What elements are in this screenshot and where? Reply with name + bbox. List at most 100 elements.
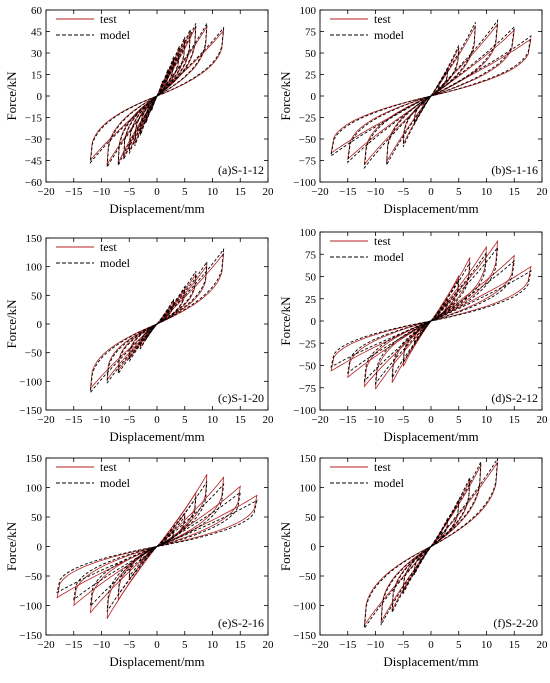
model-series-line <box>363 18 499 170</box>
x-axis-label: Displacement/mm <box>383 654 478 669</box>
x-tick-label: −5 <box>123 186 135 198</box>
x-axis-label: Displacement/mm <box>383 429 478 444</box>
y-tick-label: −25 <box>299 338 317 350</box>
y-tick-label: 0 <box>311 542 317 554</box>
y-tick-label: 25 <box>305 70 317 82</box>
y-axis-label: Force/kN <box>278 296 293 346</box>
x-tick-label: 10 <box>207 639 219 651</box>
y-tick-label: 100 <box>300 483 317 495</box>
x-tick-label: −10 <box>367 639 385 651</box>
x-tick-label: 0 <box>428 639 434 651</box>
panel-1: −20 −15 −10 −5 0 5 10 15 20 −60 −45 −30 −15 0 15 30 45 60… <box>4 5 274 216</box>
x-tick-label: 0 <box>154 639 160 651</box>
x-tick-label: 5 <box>456 414 462 426</box>
y-tick-label: 0 <box>311 91 317 103</box>
model-series-line <box>363 458 499 630</box>
legend-label-model: model <box>100 256 131 270</box>
legend-label-test: test <box>374 12 391 26</box>
x-tick-label: 20 <box>263 186 275 198</box>
y-tick-label: 30 <box>31 48 43 60</box>
y-tick-label: −30 <box>25 134 43 146</box>
x-tick-label: −10 <box>367 414 385 426</box>
y-tick-label: 50 <box>31 512 43 524</box>
y-tick-label: −50 <box>25 571 43 583</box>
y-tick-label: −50 <box>299 134 317 146</box>
y-tick-label: 45 <box>31 27 43 39</box>
y-tick-label: 50 <box>31 290 43 302</box>
x-tick-label: −20 <box>37 414 55 426</box>
y-tick-label: −75 <box>299 156 317 168</box>
legend-label-test: test <box>374 234 391 248</box>
panel-label: (a)S-1-12 <box>218 163 264 177</box>
x-tick-label: 5 <box>182 186 188 198</box>
y-axis-label: Force/kN <box>278 521 293 571</box>
x-tick-label: 20 <box>537 414 549 426</box>
panel-label: (e)S-2-16 <box>218 616 264 630</box>
x-axis-label: Displacement/mm <box>383 201 478 216</box>
x-tick-label: 10 <box>481 639 493 651</box>
x-tick-label: −20 <box>311 414 329 426</box>
y-tick-label: 0 <box>311 316 317 328</box>
test-series-line <box>330 265 532 372</box>
panel-3: −20 −15 −10 −5 0 5 10 15 20−150−100−50050100150D… <box>4 233 274 444</box>
legend-label-test: test <box>100 240 117 254</box>
model-series-line <box>347 25 515 164</box>
x-tick-label: 10 <box>481 186 493 198</box>
x-tick-label: −15 <box>339 414 357 426</box>
y-axis-label: Force/kN <box>4 71 19 121</box>
model-series-line <box>386 22 476 166</box>
y-axis-label: Force/kN <box>278 71 293 121</box>
x-tick-label: −5 <box>397 639 409 651</box>
x-tick-label: −5 <box>397 414 409 426</box>
x-tick-label: 15 <box>509 414 521 426</box>
x-tick-label: −15 <box>339 186 357 198</box>
y-tick-label: −100 <box>293 177 316 189</box>
x-tick-label: −10 <box>93 414 111 426</box>
y-tick-label: 75 <box>305 249 317 261</box>
y-tick-label: 150 <box>26 453 43 465</box>
model-series-line <box>363 245 499 383</box>
y-tick-label: −50 <box>299 361 317 373</box>
panel-4: −20 −15 −10 −5 0 5 10 15 20−100−75−50−2502550751… <box>278 227 548 444</box>
model-series-line <box>89 26 225 164</box>
x-tick-label: −20 <box>311 186 329 198</box>
x-axis-label: Displacement/mm <box>109 429 204 444</box>
x-tick-label: 0 <box>154 414 160 426</box>
y-tick-label: −15 <box>25 113 43 125</box>
model-series-line <box>56 499 258 594</box>
y-tick-label: 100 <box>26 483 43 495</box>
x-tick-label: 15 <box>509 639 521 651</box>
legend-label-test: test <box>100 460 117 474</box>
x-axis-label: Displacement/mm <box>109 201 204 216</box>
panel-6: −20 −15 −10 −5 0 5 10 15 20−150−100−50050100150D… <box>278 453 548 669</box>
x-tick-label: −15 <box>65 186 83 198</box>
x-tick-label: 0 <box>428 414 434 426</box>
x-tick-label: 15 <box>235 639 247 651</box>
x-tick-label: −20 <box>37 186 55 198</box>
test-series-line <box>347 254 515 379</box>
y-tick-label: −100 <box>293 405 316 417</box>
y-tick-label: −100 <box>19 376 42 388</box>
legend-label-model: model <box>100 28 131 42</box>
test-series-line <box>347 29 515 161</box>
y-tick-label: 0 <box>37 91 43 103</box>
legend-label-model: model <box>374 476 405 490</box>
x-tick-label: 5 <box>456 186 462 198</box>
x-tick-label: −5 <box>123 414 135 426</box>
legend-label-model: model <box>374 250 405 264</box>
legend-label-model: model <box>374 28 405 42</box>
y-tick-label: −150 <box>19 630 42 642</box>
y-tick-label: 150 <box>300 453 317 465</box>
y-tick-label: 25 <box>305 294 317 306</box>
legend-label-test: test <box>100 12 117 26</box>
legend-label-model: model <box>100 476 131 490</box>
x-tick-label: 0 <box>428 186 434 198</box>
model-series-line <box>330 269 532 368</box>
x-axis-label: Displacement/mm <box>109 654 204 669</box>
x-tick-label: 5 <box>456 639 462 651</box>
y-axis-label: Force/kN <box>4 521 19 571</box>
y-tick-label: 100 <box>300 5 317 17</box>
x-tick-label: −10 <box>93 639 111 651</box>
